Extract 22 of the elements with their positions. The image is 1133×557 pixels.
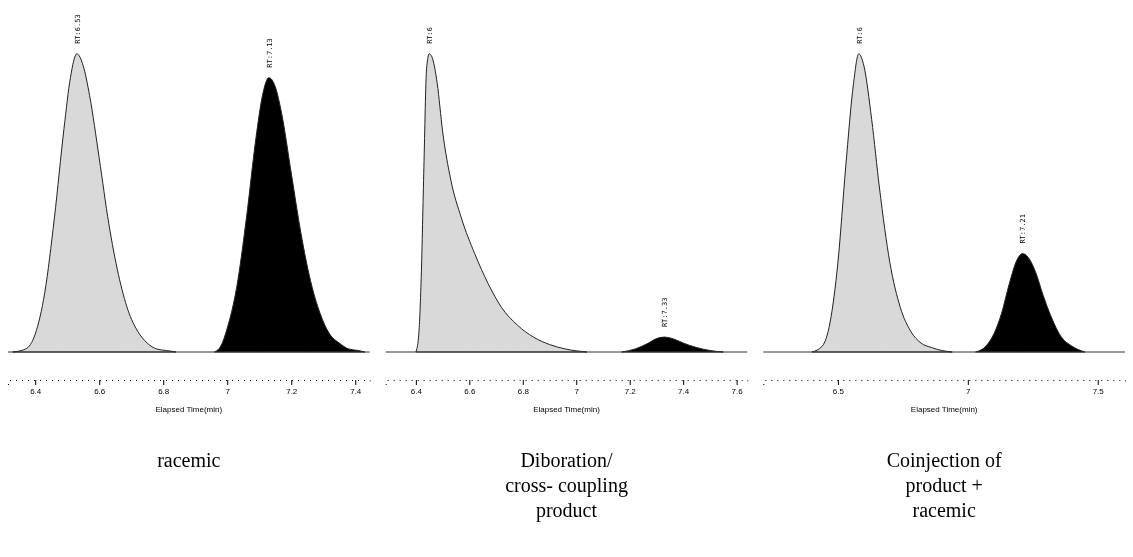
x-tick-label: 7 <box>966 386 972 396</box>
x-tick-label: 7.4 <box>350 386 362 396</box>
x-tick-label: 6.4 <box>410 386 423 396</box>
x-tick-label: 7.2 <box>286 386 298 396</box>
x-tick-label: 7.5 <box>1092 386 1105 396</box>
x-tick-label: 6.6 <box>94 386 106 396</box>
x-tick-label: 6.8 <box>517 386 530 396</box>
x-tick-label: 6.4 <box>30 386 42 396</box>
x-axis-title: Elapsed Time(min) <box>910 405 978 414</box>
x-tick-label: 7.2 <box>624 386 637 396</box>
x-tick-label: 7.6 <box>731 386 744 396</box>
text: Coinjection of product + racemic <box>886 449 1002 521</box>
x-axis-title: Elapsed Time(min) <box>533 405 601 414</box>
x-tick-label: 6.8 <box>158 386 170 396</box>
x-tick-label: 6.5 <box>832 386 845 396</box>
x-tick-label: 7 <box>574 386 580 396</box>
text: Diboration/ cross- coupling product <box>505 449 628 522</box>
text: racemic <box>157 449 221 471</box>
x-tick-label: 7 <box>225 386 231 396</box>
x-axis-title: Elapsed Time(min) <box>155 405 223 414</box>
x-tick-label: 7.4 <box>678 386 690 396</box>
x-tick-label: 6.6 <box>464 386 476 396</box>
